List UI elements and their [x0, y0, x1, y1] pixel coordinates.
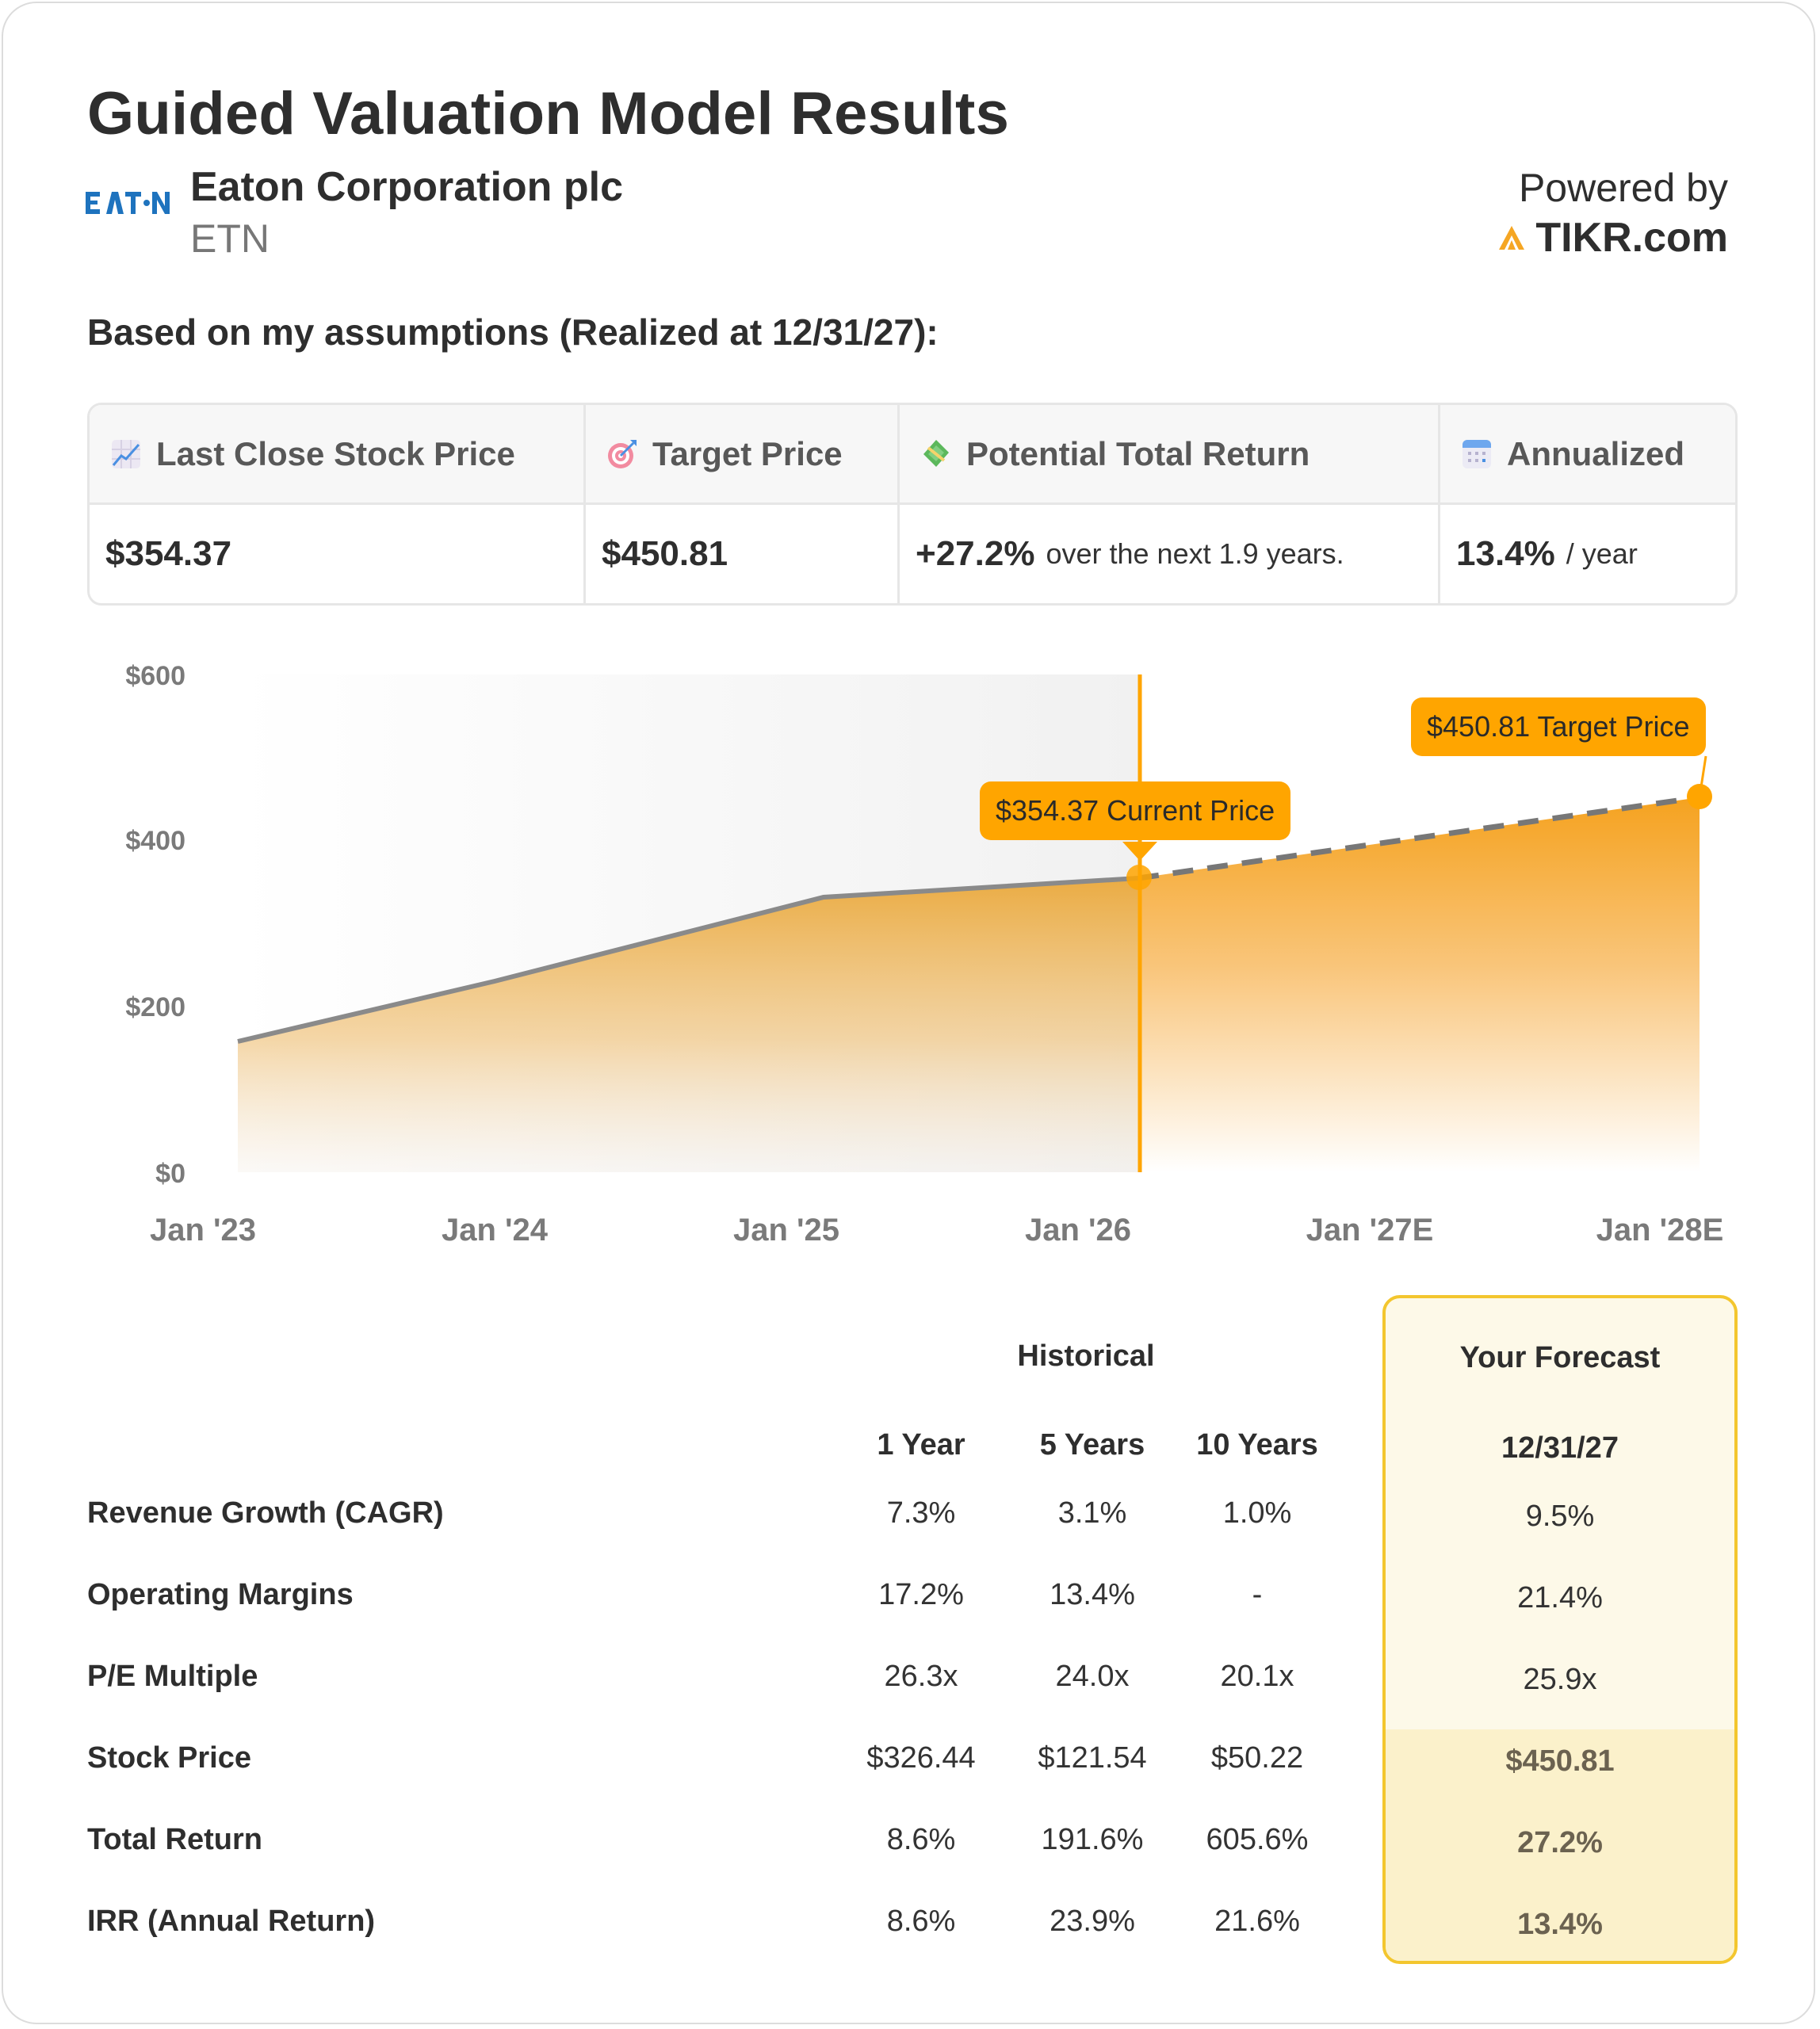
cell-value: 21.6% [1214, 1905, 1300, 1938]
value-text: 13.4% [1456, 534, 1555, 573]
x-tick: Jan '26 [1024, 1213, 1132, 1248]
y-tick: $400 [125, 826, 185, 856]
cell-value: 8.6% [886, 1905, 956, 1938]
cell-value: 1.0% [1222, 1496, 1292, 1530]
cell-value: 605.6% [1206, 1823, 1309, 1856]
cell-value: 3.1% [1057, 1496, 1127, 1530]
y-tick: $200 [125, 992, 185, 1022]
ticker-symbol: ETN [190, 216, 270, 261]
historical-header: Historical [1017, 1339, 1155, 1373]
column-header-1y: 1 Year [877, 1428, 965, 1462]
forecast-column [1382, 1295, 1738, 1964]
row-label-total-return: Total Return [87, 1823, 262, 1856]
assumptions-heading: Based on my assumptions (Realized at 12/… [87, 311, 939, 353]
summary-table: Last Close Stock Price Target Price Pote… [87, 403, 1738, 606]
eaton-logo [86, 192, 170, 214]
tikr-brand[interactable]: TIKR.com [1499, 214, 1728, 262]
forecast-value: 21.4% [1517, 1581, 1603, 1614]
forecast-header: Your Forecast [1459, 1341, 1661, 1374]
summary-label: Annualized [1507, 434, 1685, 472]
company-name: Eaton Corporation plc [190, 164, 623, 210]
summary-header-last-close: Last Close Stock Price [90, 405, 586, 505]
annualized-value: 13.4% / year [1440, 505, 1735, 603]
x-tick: Jan '27E [1306, 1213, 1434, 1248]
metrics-table: Historical Your Forecast 1 Year 5 Years … [3, 1287, 1820, 2000]
forecast-area [1138, 797, 1700, 1172]
x-tick: Jan '23 [149, 1213, 257, 1248]
chart-plot [237, 674, 1712, 1172]
value-subtext: / year [1566, 537, 1638, 570]
cell-value: 20.1x [1220, 1660, 1294, 1693]
cell-value: $50.22 [1210, 1741, 1304, 1775]
x-tick: Jan '25 [732, 1213, 840, 1248]
summary-header-target: Target Price [586, 405, 900, 505]
row-label-revenue-growth: Revenue Growth (CAGR) [87, 1496, 444, 1530]
summary-label: Target Price [652, 434, 843, 472]
chart-increasing-icon [112, 439, 140, 468]
row-label-operating-margins: Operating Margins [87, 1578, 354, 1611]
current-price-marker [1126, 865, 1152, 890]
cell-value: 13.4% [1050, 1578, 1135, 1611]
cell-value: 24.0x [1055, 1660, 1130, 1693]
total-return-value: +27.2% over the next 1.9 years. [900, 505, 1440, 603]
cell-value: 7.3% [886, 1496, 956, 1530]
row-label-stock-price: Stock Price [87, 1741, 251, 1775]
target-icon [608, 439, 637, 468]
summary-label: Potential Total Return [966, 434, 1310, 472]
summary-label: Last Close Stock Price [156, 434, 515, 472]
historical-area [238, 878, 1138, 1172]
summary-header-annualized: Annualized [1440, 405, 1735, 505]
forecast-value: 13.4% [1517, 1908, 1603, 1941]
cell-value: $326.44 [866, 1741, 976, 1775]
y-tick: $0 [155, 1159, 185, 1189]
summary-header-total-return: Potential Total Return [900, 405, 1440, 505]
target-price-marker [1687, 784, 1712, 809]
cell-value: 26.3x [884, 1660, 958, 1693]
money-with-wings-icon [923, 439, 949, 467]
value-subtext: over the next 1.9 years. [1046, 537, 1344, 570]
target-price-callout: $450.81 Target Price [1411, 697, 1706, 756]
value-text: $450.81 [602, 534, 728, 573]
brand-name: TIKR.com [1535, 215, 1728, 261]
value-text: +27.2% [916, 534, 1035, 573]
y-tick: $600 [125, 661, 185, 691]
cell-value: - [1252, 1578, 1263, 1611]
x-tick: Jan '24 [441, 1213, 549, 1248]
cell-value: $121.54 [1038, 1741, 1147, 1775]
column-header-5y: 5 Years [1039, 1428, 1145, 1462]
x-tick: Jan '28E [1596, 1213, 1724, 1248]
current-price-callout: $354.37 Current Price [980, 781, 1291, 840]
cell-value: 23.9% [1050, 1905, 1135, 1938]
calendar-icon [1462, 439, 1491, 468]
historical-line [237, 876, 1139, 1044]
forecast-value: 27.2% [1517, 1826, 1603, 1859]
forecast-date: 12/31/27 [1501, 1431, 1619, 1465]
cell-value: 8.6% [886, 1823, 956, 1856]
cell-value: 17.2% [878, 1578, 964, 1611]
forecast-value: 9.5% [1525, 1500, 1595, 1533]
target-price-value: $450.81 [586, 505, 900, 603]
row-label-irr: IRR (Annual Return) [87, 1905, 376, 1938]
value-text: $354.37 [105, 534, 232, 573]
cell-value: 191.6% [1041, 1823, 1144, 1856]
page-title: Guided Valuation Model Results [87, 80, 1010, 147]
forecast-value: 25.9x [1523, 1663, 1597, 1696]
row-label-pe-multiple: P/E Multiple [87, 1660, 258, 1693]
price-chart: $600 $400 $200 $0 [3, 653, 1820, 1255]
column-header-10y: 10 Years [1196, 1428, 1318, 1462]
forecast-line [1138, 794, 1700, 881]
last-close-value: $354.37 [90, 505, 586, 603]
forecast-value: $450.81 [1505, 1744, 1615, 1778]
powered-by-label: Powered by [1518, 166, 1728, 210]
tikr-logo-icon [1499, 226, 1525, 250]
